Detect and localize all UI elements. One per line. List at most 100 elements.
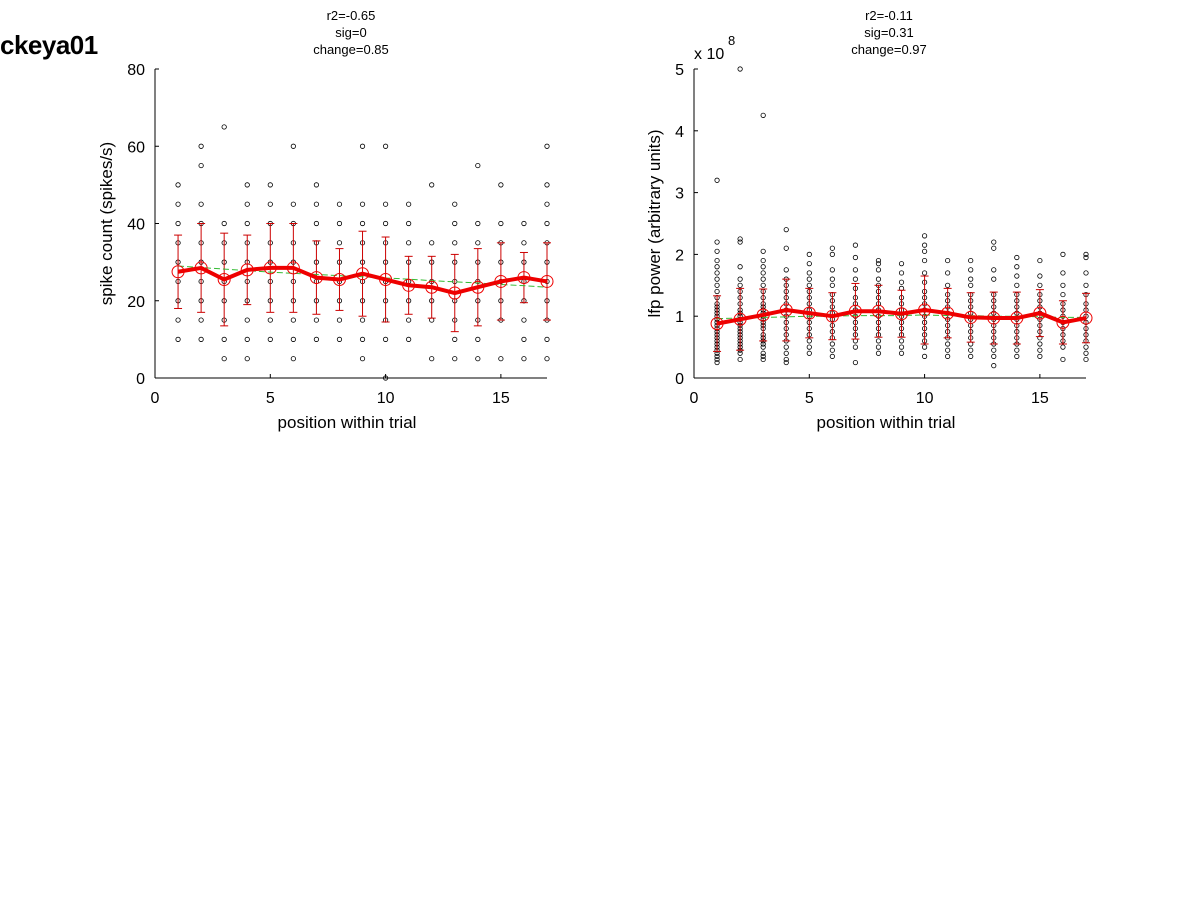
- data-point: [475, 240, 481, 246]
- x-tick-label: 5: [805, 390, 814, 407]
- data-point: [406, 336, 412, 342]
- data-point: [498, 182, 504, 188]
- data-point: [198, 162, 204, 169]
- data-point: [737, 264, 743, 270]
- data-point: [968, 347, 974, 353]
- data-point: [313, 317, 320, 323]
- data-point: [852, 242, 859, 248]
- data-point: [875, 261, 882, 267]
- data-point: [783, 356, 789, 363]
- stat-line: sig=0: [335, 25, 366, 40]
- data-point: [737, 356, 743, 363]
- mean-marker: [171, 265, 185, 279]
- data-point: [852, 254, 859, 261]
- data-point: [1037, 282, 1043, 288]
- data-point: [267, 336, 273, 342]
- data-point: [898, 344, 905, 350]
- mean-marker: [332, 273, 346, 287]
- data-point: [829, 276, 835, 282]
- data-point: [806, 350, 812, 356]
- data-point: [921, 257, 928, 264]
- stat-line: sig=0.31: [864, 25, 914, 40]
- data-point: [945, 282, 951, 288]
- data-point: [991, 353, 997, 359]
- data-point: [760, 248, 766, 254]
- data-point: [806, 251, 812, 257]
- data-point: [737, 66, 743, 72]
- mean-marker: [194, 261, 208, 275]
- mean-marker: [494, 274, 508, 288]
- data-point: [737, 236, 743, 242]
- data-point: [244, 336, 250, 342]
- lfp-power-panel: r2=-0.11 sig=0.31 change=0.97 0 1 2 3 4 5 0 5 10 15 p…: [645, 8, 1093, 432]
- data-point: [783, 359, 789, 366]
- data-point: [429, 356, 435, 362]
- x-axis-label: position within trial: [278, 413, 417, 432]
- x-tick-label: 0: [690, 390, 699, 407]
- data-point: [1083, 270, 1089, 276]
- data-point: [829, 245, 835, 251]
- mean-marker: [379, 273, 393, 287]
- data-point: [1014, 353, 1020, 359]
- data-point: [359, 143, 366, 149]
- data-point: [806, 276, 812, 282]
- data-point: [783, 350, 789, 356]
- data-point: [198, 317, 204, 323]
- data-point: [806, 261, 812, 267]
- data-point: [1060, 270, 1066, 276]
- data-point: [290, 317, 296, 323]
- y-axis-label: spike count (spikes/s): [97, 142, 116, 305]
- data-point: [1037, 257, 1043, 264]
- data-point: [521, 336, 527, 342]
- data-point: [382, 201, 389, 207]
- data-point: [875, 344, 882, 350]
- mean-marker: [871, 304, 885, 318]
- data-point: [475, 336, 481, 342]
- data-point: [1037, 347, 1043, 353]
- data-point: [1083, 251, 1089, 257]
- y-tick-label: 5: [675, 62, 684, 79]
- mean-marker: [918, 303, 932, 317]
- data-point: [336, 201, 343, 207]
- data-point: [544, 201, 550, 207]
- mean-marker: [756, 308, 770, 322]
- stat-line: change=0.97: [851, 42, 927, 57]
- data-point: [382, 336, 389, 342]
- x-tick-label: 5: [266, 390, 275, 407]
- data-point: [1083, 282, 1089, 288]
- data-point: [544, 356, 550, 362]
- data-point: [921, 353, 928, 359]
- data-point: [714, 177, 720, 183]
- data-point: [1060, 291, 1066, 298]
- mean-marker: [471, 280, 485, 294]
- data-point: [783, 245, 789, 251]
- mean-marker: [286, 261, 300, 275]
- data-point: [852, 276, 859, 282]
- mean-marker: [263, 261, 277, 275]
- data-point: [829, 251, 835, 257]
- data-point: [875, 257, 882, 264]
- mean-marker: [895, 307, 909, 321]
- mean-marker: [779, 303, 793, 317]
- data-point: [382, 220, 389, 227]
- data-point: [1037, 273, 1043, 279]
- data-point: [737, 239, 743, 245]
- data-point: [336, 240, 343, 246]
- data-point: [714, 359, 720, 366]
- data-point: [737, 282, 743, 288]
- page-title: ckeya01: [0, 30, 98, 60]
- data-point: [313, 182, 320, 188]
- data-point: [1060, 282, 1066, 288]
- y-tick-label: 60: [127, 139, 145, 156]
- data-point: [714, 276, 720, 282]
- data-point: [898, 279, 905, 285]
- data-point: [991, 276, 997, 282]
- stat-line: r2=-0.65: [327, 8, 376, 23]
- data-point: [875, 276, 882, 282]
- data-point: [175, 201, 181, 207]
- data-point: [290, 336, 296, 342]
- mean-marker: [941, 306, 955, 320]
- data-point: [829, 353, 835, 359]
- data-point: [991, 267, 997, 273]
